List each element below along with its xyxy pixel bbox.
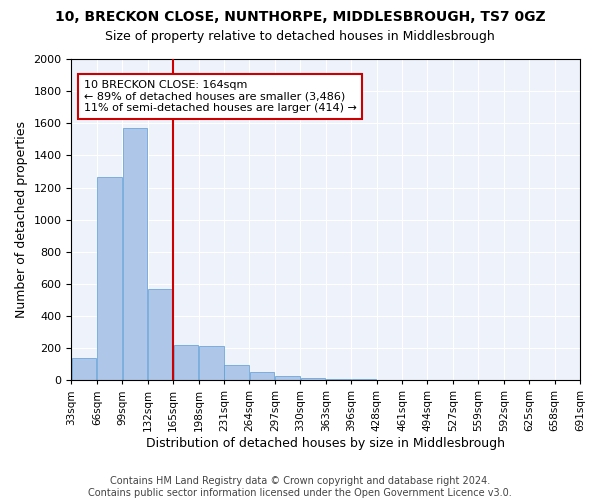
Bar (199, 346, 224, 380)
Bar (97, 177, 122, 380)
Bar (326, 378, 351, 380)
Bar (148, 288, 173, 380)
Text: 10, BRECKON CLOSE, NUNTHORPE, MIDDLESBROUGH, TS7 0GZ: 10, BRECKON CLOSE, NUNTHORPE, MIDDLESBRO… (55, 10, 545, 24)
Text: 10 BRECKON CLOSE: 164sqm
← 89% of detached houses are smaller (3,486)
11% of sem: 10 BRECKON CLOSE: 164sqm ← 89% of detach… (84, 80, 356, 113)
Bar (301, 378, 325, 380)
Bar (122, 128, 148, 380)
Text: Contains HM Land Registry data © Crown copyright and database right 2024.
Contai: Contains HM Land Registry data © Crown c… (88, 476, 512, 498)
Bar (72, 358, 97, 380)
Bar (224, 365, 249, 380)
Bar (250, 372, 274, 380)
Y-axis label: Number of detached properties: Number of detached properties (15, 121, 28, 318)
Bar (275, 376, 300, 380)
Text: Size of property relative to detached houses in Middlesbrough: Size of property relative to detached ho… (105, 30, 495, 43)
Bar (173, 345, 198, 380)
X-axis label: Distribution of detached houses by size in Middlesbrough: Distribution of detached houses by size … (146, 437, 505, 450)
